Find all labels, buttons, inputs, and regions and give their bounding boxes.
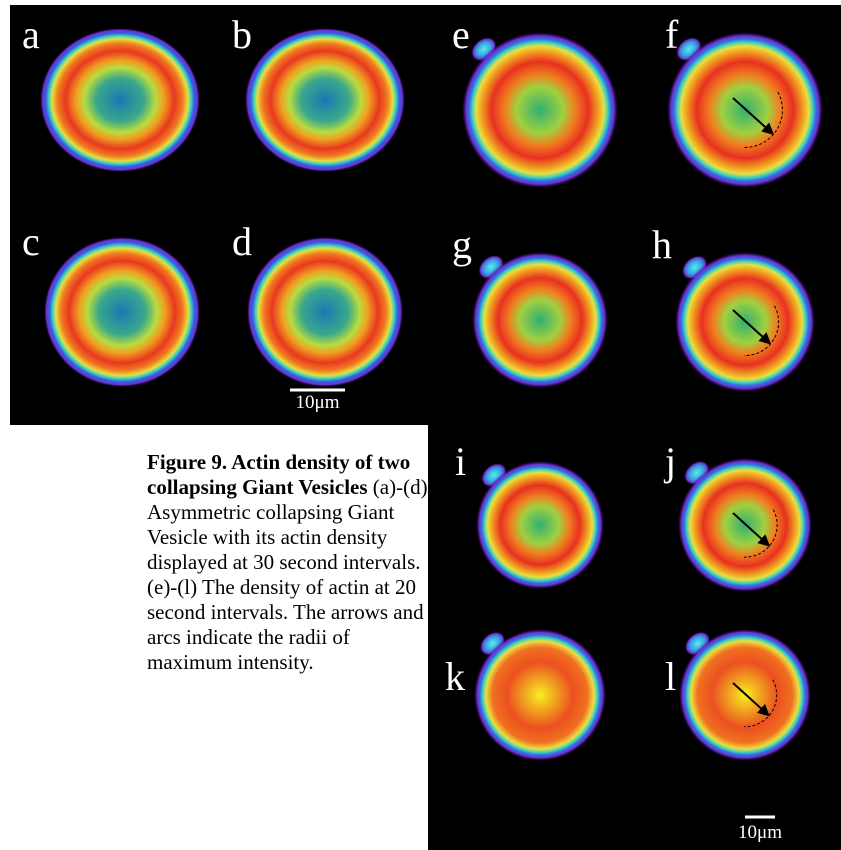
figure: a b c d e f g h i j k l 10μm 10μm <box>0 0 841 850</box>
figure-page: a b c d e f g h i j k l 10μm 10μm Figure 9. Actin den… <box>0 0 841 850</box>
panel-label: b <box>232 12 252 57</box>
scale-bar-label: 10μm <box>738 822 782 843</box>
vesicle <box>472 252 608 388</box>
panel-label: j <box>663 439 676 484</box>
panel-label: l <box>665 654 676 699</box>
panel-label: i <box>455 439 466 484</box>
vesicle <box>476 461 604 589</box>
caption-title: Figure 9. Actin density of two collapsin… <box>147 450 410 499</box>
caption-body: (a)-(d) Asymmetric collapsing Giant Vesi… <box>147 475 428 674</box>
vesicle <box>40 28 200 172</box>
panel-label: a <box>22 12 40 57</box>
panel-label: e <box>452 12 470 57</box>
scale-bar-label: 10μm <box>296 392 340 413</box>
vesicle <box>462 32 618 188</box>
vesicle <box>245 28 405 172</box>
panel-label: c <box>22 219 40 264</box>
vesicle <box>474 629 606 761</box>
panel-label: g <box>452 222 472 267</box>
panel-label: f <box>665 12 679 57</box>
panel-label: k <box>445 654 465 699</box>
vesicle <box>247 237 403 387</box>
caption: Figure 9. Actin density of two collapsin… <box>147 450 429 675</box>
panel-label: h <box>652 222 672 267</box>
vesicle <box>44 237 200 387</box>
panel-label: d <box>232 219 252 264</box>
